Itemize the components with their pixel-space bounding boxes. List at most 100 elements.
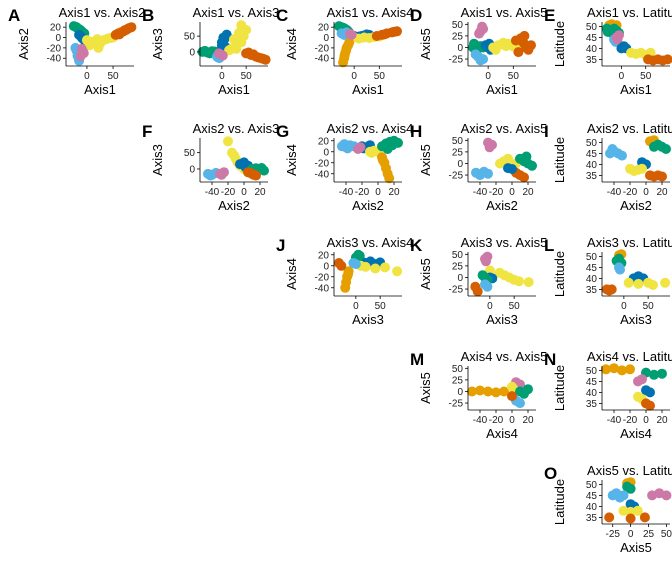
data-point-vermillion [625,513,636,524]
y-axis-label: Axis5 [418,372,433,404]
data-point-yellow [236,20,247,31]
x-axis-label: Axis4 [486,426,518,441]
y-axis-label: Latitude [552,21,567,67]
data-point-orange [384,173,395,184]
x-axis-label: Axis1 [352,82,384,97]
data-point-green [523,384,533,395]
y-tick-label: 20 [318,136,330,147]
x-tick-label: 20 [522,187,534,198]
y-tick-label: 20 [318,250,330,261]
y-tick-label: -40 [315,283,330,294]
y-tick-label: 50 [184,32,196,43]
data-point-green [387,140,398,151]
data-point-skyblue [615,264,625,275]
data-point-pink [77,46,88,56]
x-tick-label: 0 [621,301,627,312]
y-axis-label: Latitude [552,479,567,525]
x-tick-label: 0 [485,71,491,82]
data-points [333,249,403,293]
data-point-skyblue [618,490,629,501]
x-tick-label: -40 [205,187,220,198]
data-point-yellow [380,262,390,273]
data-point-orange [340,282,351,293]
y-tick-label: 45 [586,377,598,388]
y-tick-label: 0 [189,164,195,175]
x-tick-label: 50 [661,529,672,540]
y-tick-label: -25 [449,171,464,182]
x-tick-label: 50 [374,71,386,82]
panel-letter: I [544,122,549,141]
x-tick-label: -20 [221,187,236,198]
panel-g: G Axis2 vs. Axis4-40 -20 0 20200-20-40Axis2A… [276,121,413,213]
panel-title: Axis2 vs. Axis3 [193,121,280,136]
data-point-orange [467,386,477,397]
x-tick-label: 50 [241,71,253,82]
data-points [605,135,671,182]
data-point-yellow [632,505,643,516]
data-point-pink [611,32,622,43]
x-tick-label: -20 [489,415,504,426]
data-point-yellow [360,261,371,272]
data-points [471,137,537,183]
data-point-yellow [514,276,524,287]
data-point-green [602,26,613,37]
panel-letter: N [544,350,556,369]
y-tick-label: 25 [452,31,464,42]
data-point-yellow [484,265,495,276]
data-point-vermillion [119,25,130,36]
y-tick-label: 50 [452,136,464,147]
y-tick-label: 20 [50,23,62,34]
data-point-orange [625,364,635,375]
x-axis-label: Axis1 [218,82,250,97]
x-tick-label: 0 [643,187,649,198]
data-point-vermillion [519,30,530,41]
y-axis-label: Axis5 [418,28,433,60]
y-axis-label: Latitude [552,137,567,183]
data-point-yellow [623,277,634,288]
x-tick-label: -20 [623,187,638,198]
x-tick-label: 0 [487,301,493,312]
y-tick-label: 0 [323,261,329,272]
y-tick-label: 45 [586,149,598,160]
y-axis-label: Axis3 [150,28,165,60]
x-axis-label: Axis1 [620,82,652,97]
data-point-vermillion [472,286,483,297]
data-points [601,249,671,296]
data-point-skyblue [515,398,525,409]
y-tick-label: 35 [586,513,598,524]
x-tick-label: 20 [254,187,266,198]
data-points [601,363,667,411]
x-tick-label: -40 [607,415,622,426]
y-tick-label: -25 [449,399,464,410]
y-tick-label: 35 [586,55,598,66]
y-tick-label: 50 [586,480,598,491]
data-point-pink [216,169,227,180]
y-tick-label: 25 [452,375,464,386]
y-tick-label: 0 [323,147,329,158]
panel-title: Axis3 vs. Latitude [587,235,672,250]
x-tick-label: 20 [656,415,668,426]
data-point-skyblue [607,144,618,154]
x-tick-label: -25 [606,529,621,540]
panel-title: Axis2 vs. Axis5 [461,121,548,136]
data-point-skyblue [478,54,489,65]
y-tick-label: 40 [586,274,598,285]
data-point-yellow [223,136,233,147]
x-axis-label: Axis2 [218,198,250,213]
data-point-pink [478,23,489,34]
data-point-vermillion [657,171,667,182]
x-tick-label: -40 [339,187,354,198]
x-tick-label: 0 [219,71,225,82]
y-tick-label: 40 [586,388,598,399]
y-tick-label: -20 [315,272,330,283]
panel-letter: M [410,350,424,369]
y-tick-label: -40 [315,54,330,65]
x-tick-label: 0 [628,529,634,540]
panel-title: Axis1 vs. Axis3 [193,5,280,20]
